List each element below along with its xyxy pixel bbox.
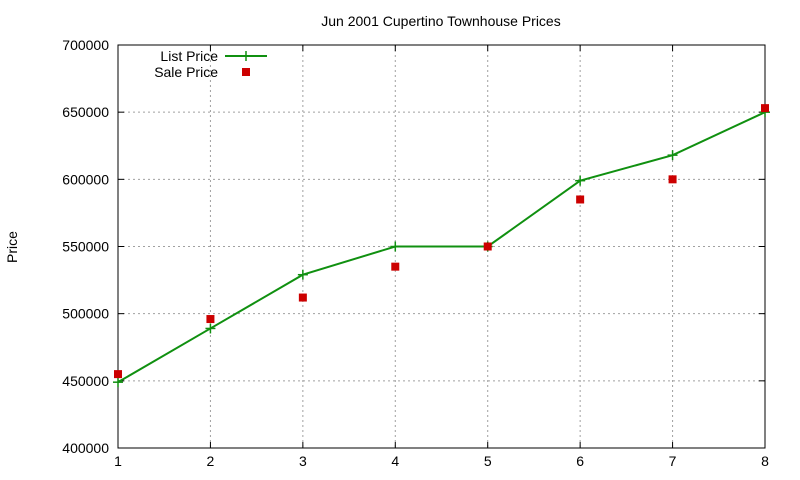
data-point xyxy=(298,293,307,302)
data-point xyxy=(483,242,492,251)
x-tick-label: 3 xyxy=(299,453,307,469)
data-point xyxy=(390,241,401,252)
data-point xyxy=(114,370,122,379)
y-tick-label: 600000 xyxy=(62,171,109,187)
x-tick-label: 5 xyxy=(484,453,492,469)
data-point xyxy=(576,195,585,204)
y-tick-label: 450000 xyxy=(62,373,109,389)
x-tick-label: 1 xyxy=(114,453,122,469)
data-point xyxy=(575,175,586,186)
data-point xyxy=(206,315,215,324)
data-point xyxy=(667,150,678,161)
series-line xyxy=(117,111,766,384)
data-point xyxy=(297,269,308,280)
ticks: 400000 450000 500000 550000 600000 650000 7000… xyxy=(62,37,769,469)
data-point xyxy=(391,262,400,271)
legend-label: Sale Price xyxy=(154,64,218,80)
series-list-price xyxy=(113,107,770,388)
y-axis-label: Price xyxy=(4,231,20,263)
y-tick-label: 650000 xyxy=(62,104,109,120)
y-tick-label: 550000 xyxy=(62,239,109,255)
legend-label: List Price xyxy=(160,48,218,64)
series-sale-price xyxy=(114,104,769,379)
data-point xyxy=(761,104,769,113)
x-tick-label: 6 xyxy=(576,453,584,469)
y-tick-label: 400000 xyxy=(62,440,109,456)
x-tick-label: 7 xyxy=(669,453,677,469)
chart-title: Jun 2001 Cupertino Townhouse Prices xyxy=(321,13,560,29)
y-tick-label: 500000 xyxy=(62,306,109,322)
data-point xyxy=(113,377,123,388)
x-tick-label: 4 xyxy=(391,453,399,469)
series xyxy=(113,104,770,388)
x-tick-label: 2 xyxy=(207,453,215,469)
legend-marker xyxy=(242,68,250,76)
x-tick-label: 8 xyxy=(761,453,769,469)
data-point xyxy=(205,323,216,334)
y-tick-label: 700000 xyxy=(62,37,109,53)
data-point xyxy=(668,175,677,184)
legend-marker xyxy=(241,51,251,61)
